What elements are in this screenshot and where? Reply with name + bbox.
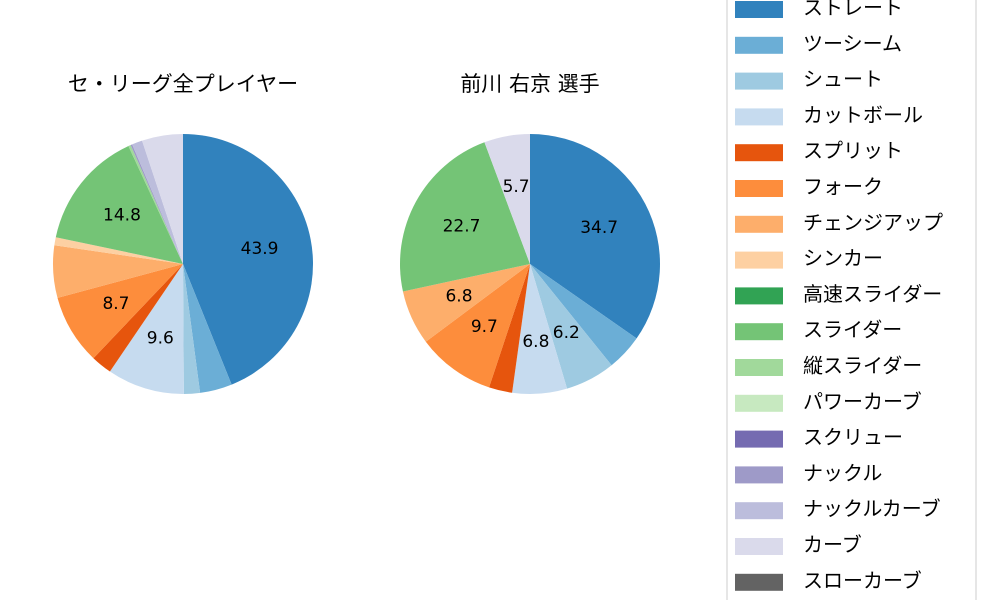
pie-slice xyxy=(183,134,313,385)
pie-slice xyxy=(130,144,183,264)
value-label: 34.7 xyxy=(580,218,618,238)
legend-swatch xyxy=(735,72,783,90)
legend-label: スプリット xyxy=(803,139,903,163)
legend-label: 縦スライダー xyxy=(803,354,922,378)
legend-swatch xyxy=(735,36,783,54)
pie-slice xyxy=(530,264,612,389)
pie-slice xyxy=(52,245,183,298)
pie-slice xyxy=(142,134,183,264)
value-label: 6.2 xyxy=(553,323,580,343)
chart-title: 前川 右京 選手 xyxy=(460,72,599,96)
pie-slice xyxy=(132,140,183,264)
legend-label: ナックル xyxy=(803,461,882,485)
legend-swatch xyxy=(735,502,783,520)
legend-label: ナックルカーブ xyxy=(803,497,941,521)
legend-label: フォーク xyxy=(803,175,883,199)
legend-swatch xyxy=(735,359,783,376)
pie-slice xyxy=(183,264,201,394)
pie-slice xyxy=(128,145,183,264)
legend-label: スクリュー xyxy=(803,425,903,449)
legend-label: ストレート xyxy=(803,0,903,20)
legend-swatch xyxy=(735,1,783,18)
legend-label: ツーシーム xyxy=(803,31,902,55)
value-label: 6.8 xyxy=(445,286,472,306)
value-label: 5.7 xyxy=(503,177,530,197)
pie-slice xyxy=(54,237,184,264)
pie-slice xyxy=(530,134,660,339)
legend-swatch xyxy=(735,466,783,484)
legend-label: シンカー xyxy=(803,246,883,270)
legend-label: シュート xyxy=(803,67,883,91)
value-label: 9.7 xyxy=(471,317,498,337)
legend-swatch xyxy=(735,573,783,591)
value-label: 14.8 xyxy=(103,205,141,225)
pie-slice xyxy=(183,264,232,393)
chart-title: セ・リーグ全プレイヤー xyxy=(68,72,298,96)
value-label: 9.6 xyxy=(147,329,174,349)
legend-swatch xyxy=(735,180,783,197)
legend-swatch xyxy=(735,108,783,126)
pie-slice xyxy=(425,264,530,388)
value-label: 22.7 xyxy=(443,217,481,237)
legend-label: 高速スライダー xyxy=(803,282,942,306)
legend-label: スライダー xyxy=(803,318,902,342)
pie-slice xyxy=(109,264,184,394)
value-label: 43.9 xyxy=(241,239,279,259)
legend-frame xyxy=(726,0,977,600)
legend-swatch xyxy=(735,430,783,448)
pie-slice xyxy=(400,142,530,292)
legend-label: パワーカーブ xyxy=(803,389,922,413)
pie-slice xyxy=(530,264,637,366)
value-label: 6.8 xyxy=(522,332,549,352)
pie-slice xyxy=(55,146,183,264)
legend-label: カーブ xyxy=(803,533,862,557)
legend-swatch xyxy=(735,394,783,412)
legend-swatch xyxy=(735,287,783,305)
pie-slice xyxy=(484,134,530,264)
legend-label: カットボール xyxy=(803,103,923,127)
legend-swatch xyxy=(735,144,783,162)
legend-swatch xyxy=(735,538,783,555)
legend-swatch xyxy=(735,251,783,269)
pie-slice xyxy=(489,264,530,393)
legend-label: スローカーブ xyxy=(803,568,922,592)
legend-swatch xyxy=(735,323,783,341)
pie-slice xyxy=(402,264,530,342)
pie-slice xyxy=(57,264,184,359)
value-label: 8.7 xyxy=(102,294,129,314)
legend-swatch xyxy=(735,215,783,233)
pie-slice xyxy=(93,264,183,372)
pie-slice xyxy=(512,264,568,394)
legend-label: チェンジアップ xyxy=(803,210,943,234)
